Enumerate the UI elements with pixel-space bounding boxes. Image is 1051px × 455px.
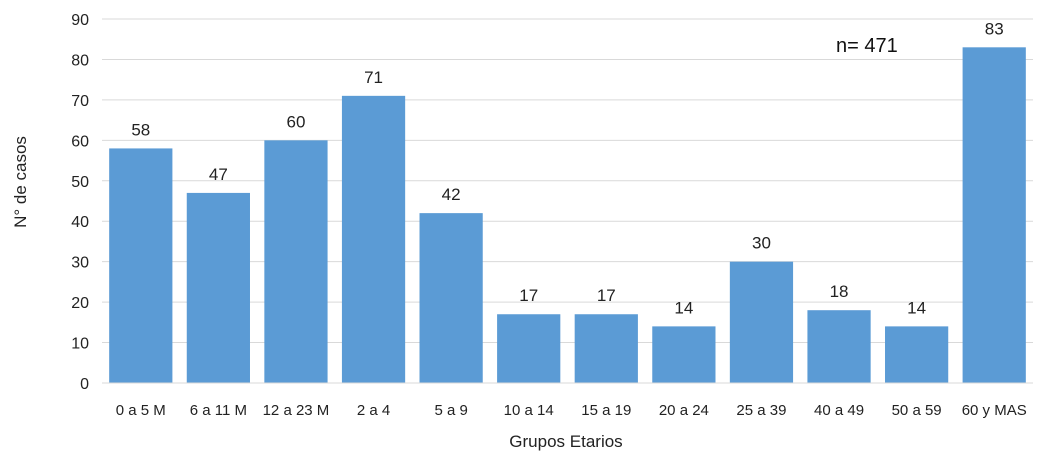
data-labels: 58 47 60 71 42 17 17 14 30 18 14 83 xyxy=(131,19,1003,317)
bar xyxy=(341,95,406,383)
bar-value-label: 47 xyxy=(209,165,228,184)
bar xyxy=(109,148,173,383)
bar xyxy=(652,326,716,383)
bar xyxy=(962,47,1026,384)
y-tick-label: 20 xyxy=(71,295,89,312)
bar-value-label: 17 xyxy=(597,286,616,305)
x-tick-label: 25 a 39 xyxy=(736,402,786,419)
x-tick-label: 5 a 9 xyxy=(434,402,467,419)
bar xyxy=(419,213,483,383)
x-tick-label: 2 a 4 xyxy=(357,402,390,419)
y-tick-label: 70 xyxy=(71,93,89,110)
y-tick-label: 30 xyxy=(71,255,89,272)
x-axis-ticks: 0 a 5 M 6 a 11 M 12 a 23 M 2 a 4 5 a 9 10 a 1… xyxy=(116,402,1027,419)
bars xyxy=(109,47,1026,384)
bar xyxy=(264,140,328,383)
grid-lines xyxy=(102,18,1033,344)
bar-value-label: 71 xyxy=(364,68,383,87)
bar-value-label: 14 xyxy=(674,298,693,317)
y-axis-title: N° de casos xyxy=(11,136,30,228)
x-tick-label: 40 a 49 xyxy=(814,402,864,419)
bar-value-label: 14 xyxy=(907,298,926,317)
bar-value-label: 83 xyxy=(985,19,1004,38)
y-tick-label: 40 xyxy=(71,214,89,231)
y-axis-ticks: 0 10 20 30 40 50 60 70 80 90 xyxy=(71,12,89,393)
bar xyxy=(186,192,250,383)
bar-value-label: 42 xyxy=(442,185,461,204)
x-tick-label: 50 a 59 xyxy=(892,402,942,419)
bar-value-label: 17 xyxy=(519,286,538,305)
bar-value-label: 60 xyxy=(286,112,305,131)
x-axis-title: Grupos Etarios xyxy=(509,432,622,451)
y-tick-label: 60 xyxy=(71,133,89,150)
y-tick-label: 80 xyxy=(71,52,89,69)
bar-value-label: 30 xyxy=(752,234,771,253)
y-tick-label: 50 xyxy=(71,174,89,191)
sample-size-annotation: n= 471 xyxy=(836,35,898,57)
bar-value-label: 18 xyxy=(830,282,849,301)
x-tick-label: 60 y MAS xyxy=(962,402,1027,419)
x-tick-label: 6 a 11 M xyxy=(190,402,247,419)
x-tick-label: 0 a 5 M xyxy=(116,402,166,419)
bar xyxy=(885,326,949,383)
x-tick-label: 20 a 24 xyxy=(659,402,709,419)
y-tick-label: 0 xyxy=(80,376,89,393)
y-tick-label: 90 xyxy=(71,12,89,29)
bar xyxy=(807,310,871,383)
bar xyxy=(574,314,638,383)
bar xyxy=(729,261,794,383)
bar xyxy=(497,314,561,383)
x-tick-label: 10 a 14 xyxy=(504,402,554,419)
y-tick-label: 10 xyxy=(71,336,89,353)
bar-value-label: 58 xyxy=(131,120,150,139)
x-tick-label: 15 a 19 xyxy=(581,402,631,419)
x-tick-label: 12 a 23 M xyxy=(263,402,330,419)
